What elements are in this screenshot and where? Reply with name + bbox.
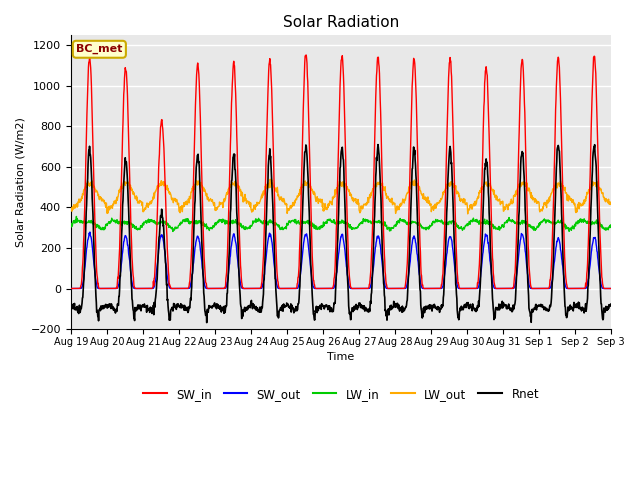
Y-axis label: Solar Radiation (W/m2): Solar Radiation (W/m2)	[15, 117, 25, 247]
Legend: SW_in, SW_out, LW_in, LW_out, Rnet: SW_in, SW_out, LW_in, LW_out, Rnet	[138, 383, 544, 405]
Title: Solar Radiation: Solar Radiation	[283, 15, 399, 30]
Text: BC_met: BC_met	[76, 44, 122, 54]
X-axis label: Time: Time	[327, 352, 355, 362]
